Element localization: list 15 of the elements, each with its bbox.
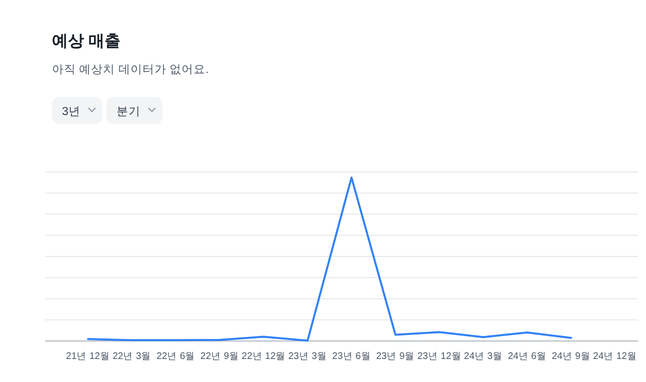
x-tick: 24년 9월	[552, 351, 590, 362]
x-tick: 24년 6월	[508, 351, 546, 362]
x-tick: 23년 3월	[288, 351, 327, 362]
x-tick: 21년 12월	[66, 351, 110, 362]
chart-title: 예상 매출	[52, 33, 120, 50]
x-tick: 22년 9월	[200, 351, 240, 362]
x-tick: 23년 9월	[376, 351, 415, 362]
x-tick: 22년 6월	[156, 351, 196, 362]
x-tick: 23년 12월	[417, 351, 462, 362]
x-tick: 24년 12월	[593, 351, 637, 362]
x-tick: 22년 12월	[242, 351, 286, 362]
chart-subtitle: 아직 예상치 데이터가 없어요.	[52, 64, 209, 76]
x-tick: 22년 3월	[112, 351, 152, 362]
x-tick: 23년 6월	[332, 351, 371, 362]
x-tick: 24년 3월	[464, 351, 503, 362]
